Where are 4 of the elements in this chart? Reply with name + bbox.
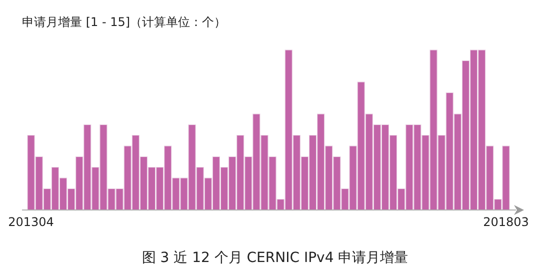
- x-tick-label: 201304: [8, 215, 54, 229]
- text: 图 3 近 12 个月 CERNIC IPv4 申请月增量: [142, 250, 408, 266]
- y-axis-title: 申请月增量 [1 - 15]（计算单位：个）: [22, 15, 226, 29]
- x-tick-label: 201803: [483, 215, 529, 229]
